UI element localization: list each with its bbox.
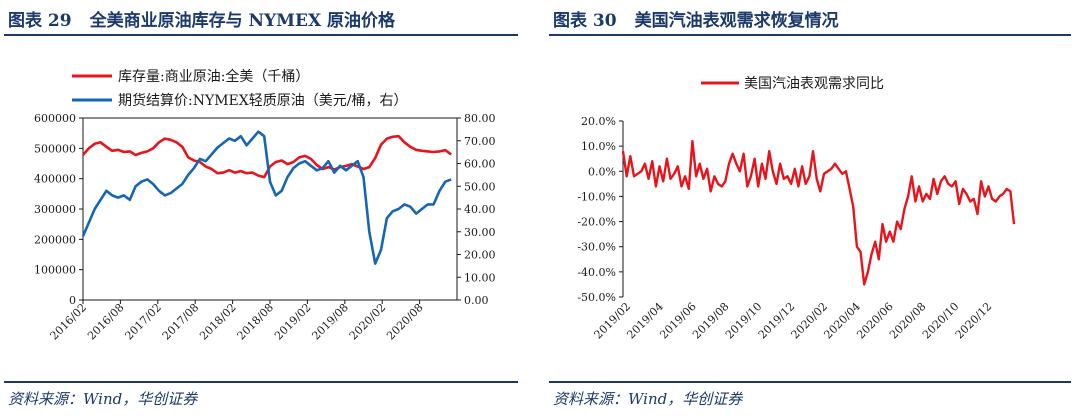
series <box>81 130 452 265</box>
x-tick-label: 2017/08 <box>160 301 202 343</box>
y-right-tick-label: 10.00 <box>464 271 496 284</box>
y-left-tick-label: 300000 <box>34 203 76 216</box>
y-right-tick-label: 0.00 <box>464 294 489 307</box>
x-tick-label: 2018/02 <box>197 301 239 343</box>
series-line-gasoline-yoy <box>621 139 1016 286</box>
axes: 20.0% 10.0% 0.0% -10.0% -20.0% -30.0% -40.0% -5… <box>577 115 994 341</box>
x-tick-label: 2019/08 <box>309 301 351 343</box>
x-tick-label: 2020/08 <box>384 301 426 343</box>
y-tick-label: 0.0% <box>588 165 616 178</box>
y-right-tick-label: 70.00 <box>464 135 496 148</box>
legend-label-price: 期货结算价:NYMEX轻质原油（美元/桶，右） <box>118 92 407 109</box>
y-right-tick-label: 50.00 <box>464 180 496 193</box>
y-right-tick-label: 40.00 <box>464 203 496 216</box>
panel-gasoline-demand: 图表 30 美国汽油表观需求恢复情况 美国汽油表观需求同比 20.0% 10.0% 0… <box>545 0 1075 420</box>
y-right-tick-label: 80.00 <box>464 112 496 125</box>
y-left-tick-label: 400000 <box>34 173 76 186</box>
x-tick-label: 2020/12 <box>953 300 995 342</box>
x-tick-label: 2018/08 <box>235 301 277 343</box>
legend: 库存量:商业原油:全美（千桶） 期货结算价:NYMEX轻质原油（美元/桶，右） <box>72 68 407 109</box>
legend-label-inventory: 库存量:商业原油:全美（千桶） <box>118 68 309 85</box>
panel-inventory-vs-price: 图表 29 全美商业原油库存与 NYMEX 原油价格 库存量:商业原油:全美（千桶… <box>0 0 522 420</box>
y-left-tick-label: 0 <box>69 294 76 307</box>
x-tick-label: 2017/02 <box>122 301 164 343</box>
inventory-price-chart: 库存量:商业原油:全美（千桶） 期货结算价:NYMEX轻质原油（美元/桶，右） … <box>34 68 496 343</box>
y-tick-label: -30.0% <box>577 241 616 254</box>
source-rule <box>4 381 518 383</box>
x-tick-label: 2019/02 <box>272 301 314 343</box>
y-tick-label: 10.0% <box>581 140 616 153</box>
y-left-tick-label: 500000 <box>34 142 76 155</box>
x-tick-label: 2016/08 <box>85 301 127 343</box>
source-rule <box>549 381 1071 383</box>
series <box>621 139 1016 286</box>
y-tick-label: -50.0% <box>577 291 616 304</box>
figure-title-29: 图表 29 全美商业原油库存与 NYMEX 原油价格 <box>8 6 395 31</box>
y-tick-label: -20.0% <box>577 216 616 229</box>
y-left-tick-label: 200000 <box>34 233 76 246</box>
gasoline-demand-chart: 美国汽油表观需求同比 20.0% 10.0% 0.0% -10.0% -20.0% -30… <box>577 76 1016 341</box>
source-note: 资料来源：Wind，华创证券 <box>553 390 743 408</box>
legend: 美国汽油表观需求同比 <box>701 76 884 92</box>
y-tick-label: -40.0% <box>577 266 616 279</box>
y-left-tick-label: 600000 <box>34 112 76 125</box>
x-tick-label: 2016/02 <box>48 301 90 343</box>
series-line-price <box>81 130 452 265</box>
title-rule <box>549 34 1071 36</box>
title-rule <box>4 34 518 36</box>
y-right-tick-label: 60.00 <box>464 158 496 171</box>
y-right-tick-label: 20.00 <box>464 249 496 262</box>
y-tick-label: 20.0% <box>581 115 616 128</box>
series-line-inventory <box>82 134 452 179</box>
y-right-tick-label: 30.00 <box>464 226 496 239</box>
figure-number: 图表 30 <box>553 11 617 31</box>
y-left-tick-label: 100000 <box>34 264 76 277</box>
y-tick-label: -10.0% <box>577 190 616 203</box>
figure-caption: 全美商业原油库存与 NYMEX 原油价格 <box>89 11 396 31</box>
plot-frame <box>82 117 458 301</box>
figure-title-30: 图表 30 美国汽油表观需求恢复情况 <box>553 6 839 31</box>
figure-number: 图表 29 <box>8 11 72 31</box>
x-tick-label: 2020/02 <box>347 301 389 343</box>
legend-label-gasoline: 美国汽油表观需求同比 <box>744 76 884 92</box>
source-note: 资料来源：Wind，华创证券 <box>8 390 198 408</box>
figure-caption: 美国汽油表观需求恢复情况 <box>634 11 839 31</box>
